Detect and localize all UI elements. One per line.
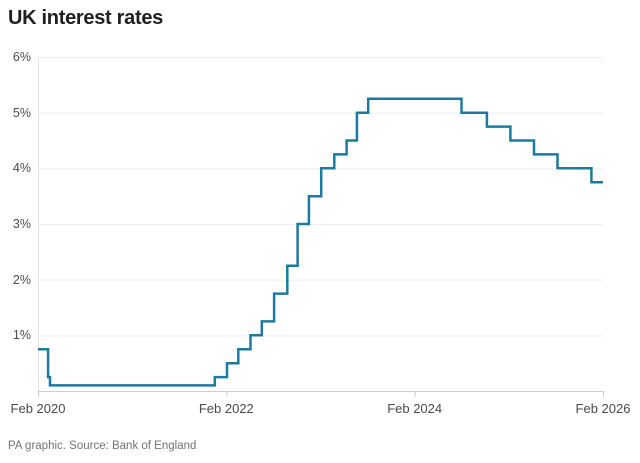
x-tick-label: Feb 2026 — [575, 401, 631, 416]
x-tick-label: Feb 2024 — [387, 401, 443, 416]
y-tick-label: 5% — [12, 105, 31, 120]
interest-rate-line — [38, 97, 603, 387]
y-tick-label: 1% — [12, 328, 31, 343]
y-tick-label: 4% — [12, 161, 31, 176]
x-tick-label: Feb 2020 — [10, 401, 66, 416]
chart-title: UK interest rates — [8, 7, 163, 29]
y-tick-label: 6% — [12, 50, 31, 64]
y-tick-label: 2% — [12, 272, 31, 287]
source-caption: PA graphic. Source: Bank of England — [8, 440, 197, 452]
y-tick-label: 3% — [12, 217, 31, 231]
x-tick-label: Feb 2022 — [198, 401, 254, 416]
